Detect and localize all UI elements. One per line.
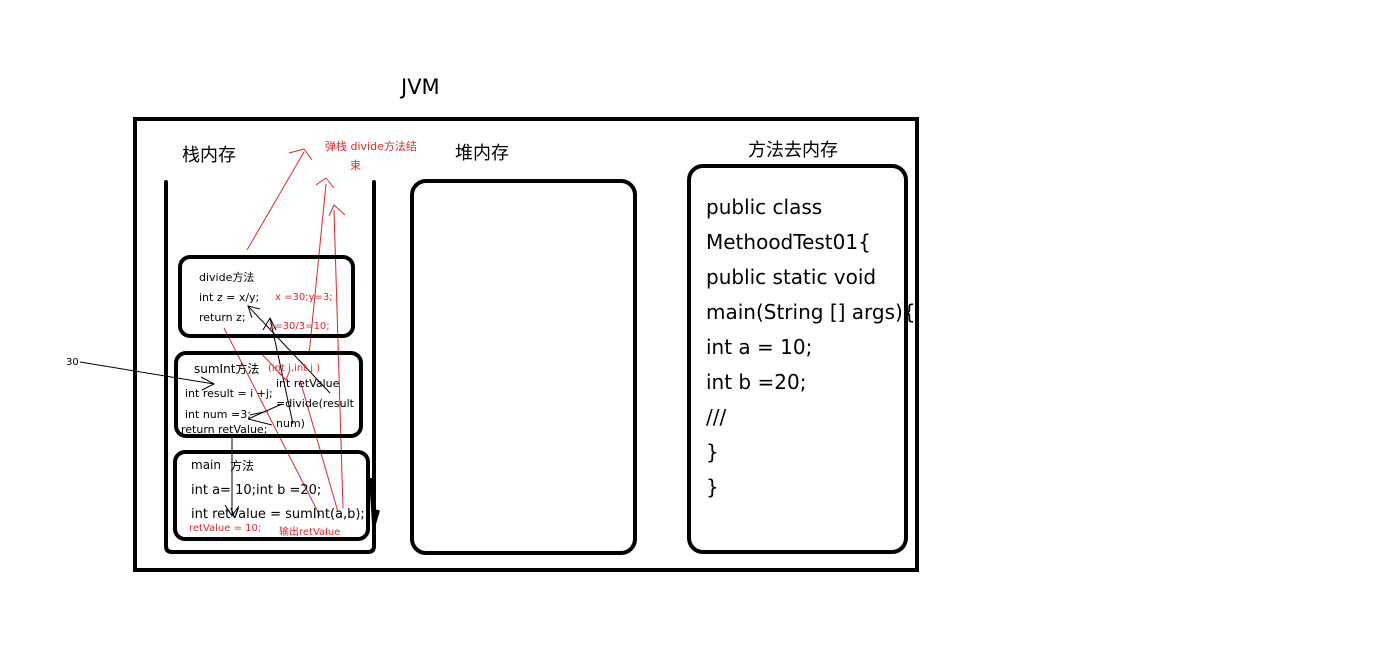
sumint-line-2: int num =3; — [185, 408, 251, 421]
stack-container-mark — [369, 477, 380, 525]
heap-box — [410, 179, 637, 555]
code-line-8: } — [706, 440, 719, 464]
code-line-3: public static void — [706, 265, 877, 289]
divide-line-1: int z = x/y; — [199, 291, 260, 304]
pop-stack-note: 弹栈 divide方法结 — [325, 140, 417, 153]
sumint-frame-box — [174, 351, 363, 438]
main-note-2: 输出retValue — [279, 527, 341, 538]
main-line-2: int retValue = sumInt(a,b); — [191, 507, 365, 522]
stack-container — [164, 180, 376, 554]
main-frame-title-2: 方法 — [230, 459, 255, 473]
divide-frame-title: divide方法 — [199, 271, 255, 284]
main-frame-title: main — [191, 458, 221, 472]
heap-memory-label: 堆内存 — [455, 143, 509, 164]
pop-stack-note-cont: 束 — [350, 159, 361, 172]
sumint-line-1: int result = i +j; — [185, 387, 273, 400]
stack-memory-label: 栈内存 — [182, 145, 236, 166]
sumint-frame-title: sumInt方法 — [194, 362, 260, 376]
main-note-1: retValue = 10; — [189, 523, 262, 534]
code-line-1: public class — [706, 195, 823, 219]
code-line-5: int a = 10; — [706, 335, 813, 359]
jvm-frame — [133, 117, 919, 572]
code-line-7: /// — [706, 405, 727, 429]
sumint-call-3: num) — [276, 417, 305, 430]
red-arrows — [223, 148, 346, 517]
divide-line-2: return z; — [199, 311, 246, 324]
code-line-4: main(String [] args){ — [706, 300, 916, 324]
divide-frame-box — [178, 255, 355, 338]
sumint-line-3: return retValue; — [181, 423, 268, 436]
main-frame-box — [173, 450, 370, 541]
code-line-9: } — [706, 475, 719, 499]
method-area-label: 方法去内存 — [748, 140, 838, 161]
sumint-call-1: int retValue — [276, 377, 340, 390]
sumint-params: (int i,int j ) — [268, 363, 321, 374]
main-line-1: int a= 10;int b =20; — [191, 483, 322, 498]
divide-note-1: x =30;y=3; — [275, 292, 333, 303]
code-line-2: MethoodTest01{ — [706, 230, 871, 254]
argument-label: 30 — [66, 357, 79, 368]
method-area-box — [687, 164, 908, 554]
jvm-title: JVM — [401, 75, 440, 99]
sumint-call-2: =divide(result — [276, 397, 354, 410]
divide-note-2: z=30/3=10; — [269, 321, 330, 332]
code-line-6: int b =20; — [706, 370, 807, 394]
